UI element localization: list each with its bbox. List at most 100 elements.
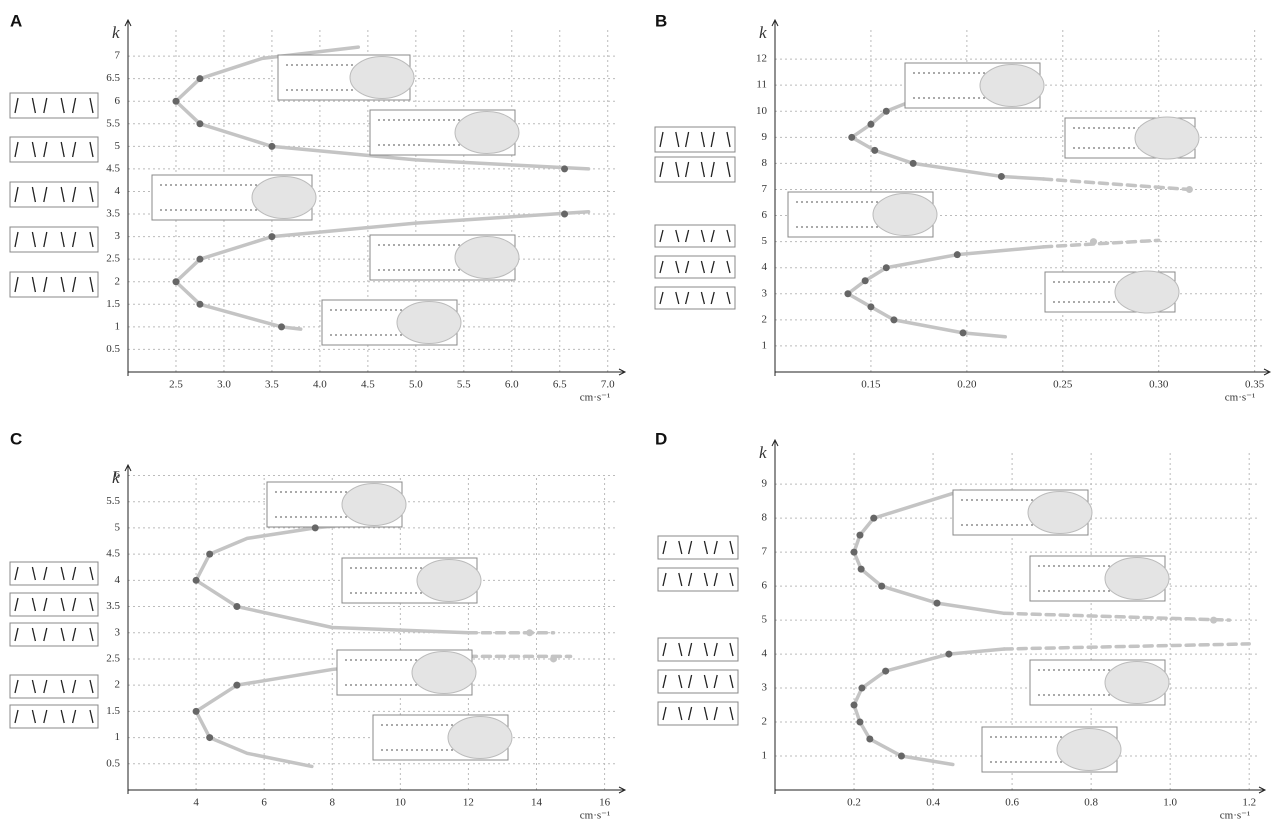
x-tick-label: 4 [193, 797, 199, 809]
y-tick-label: 12 [756, 53, 767, 65]
y-tick-label: 3 [762, 287, 768, 299]
panel-label: B [655, 11, 667, 30]
y-tick-label: 5 [115, 521, 121, 533]
y-axis [124, 18, 132, 376]
x-tick-label: 1.2 [1242, 797, 1256, 809]
specimen [1104, 557, 1170, 600]
mode-sketch [14, 566, 94, 581]
branch-curve [846, 245, 1046, 339]
x-axis [128, 368, 627, 376]
specimen [1056, 728, 1122, 771]
y-axis [771, 18, 779, 376]
mode-box [657, 567, 739, 592]
specimen [251, 176, 317, 219]
data-point [882, 667, 890, 675]
data-point [172, 97, 180, 105]
specimen [416, 559, 482, 602]
y-axis [771, 438, 779, 794]
x-tick-label: 0.30 [1149, 379, 1169, 391]
x-tick-label: 3.5 [265, 379, 279, 391]
mode-sketch [14, 597, 94, 612]
y-axis-label: k [759, 23, 767, 42]
specimen [454, 236, 520, 279]
mode-sketch [14, 709, 94, 724]
mode-sketch [659, 229, 731, 243]
data-point [890, 316, 898, 324]
y-tick-label: 1 [115, 320, 121, 332]
mode-box [657, 669, 739, 694]
x-axis [775, 786, 1267, 794]
data-point [196, 300, 204, 308]
x-tick-label: 4.5 [361, 379, 375, 391]
y-tick-label: 2 [115, 679, 121, 691]
specimen [1114, 270, 1180, 314]
panel-label: A [10, 11, 22, 30]
mode-box [657, 701, 739, 726]
data-point [909, 159, 917, 167]
pale-point [1185, 185, 1193, 193]
mode-box [9, 136, 99, 163]
data-point [878, 582, 886, 590]
mode-sketch [662, 642, 734, 657]
y-tick-label: 0.5 [106, 343, 120, 355]
y-tick-label: 5 [115, 140, 121, 152]
data-point [561, 165, 569, 173]
mode-sketch [14, 97, 94, 114]
data-point [278, 323, 286, 331]
mode-box [9, 561, 99, 586]
y-tick-label: 4 [762, 648, 768, 660]
pale-point [550, 655, 558, 663]
y-tick-label: 6.5 [106, 72, 120, 84]
x-tick-label: 4.0 [313, 379, 327, 391]
mode-sketch [14, 186, 94, 203]
data-point [196, 120, 204, 128]
y-tick-label: 2.5 [106, 253, 120, 265]
data-point [844, 290, 852, 298]
data-point [867, 303, 875, 311]
y-tick-label: 5.5 [106, 495, 120, 507]
mode-sketch [14, 679, 94, 694]
x-tick-label: 3.0 [217, 379, 231, 391]
data-point [196, 75, 204, 83]
data-point [850, 548, 858, 556]
specimen [979, 64, 1045, 107]
data-point [867, 120, 875, 128]
mode-box [9, 704, 99, 729]
y-tick-label: 4 [762, 261, 768, 273]
x-tick-label: 6.0 [505, 379, 519, 391]
specimen [396, 301, 462, 344]
y-tick-label: 1 [762, 750, 768, 762]
data-point [882, 107, 890, 115]
x-tick-label: 7.0 [601, 379, 615, 391]
data-point [857, 565, 865, 573]
data-point [933, 599, 941, 607]
y-tick-label: 6 [115, 95, 121, 107]
data-point [997, 172, 1005, 180]
y-tick-label: 6 [762, 580, 768, 592]
y-tick-label: 3.5 [106, 600, 120, 612]
mode-sketch [662, 572, 734, 587]
data-point [848, 133, 856, 141]
x-tick-label: 16 [599, 797, 611, 809]
mode-box [9, 271, 99, 298]
x-tick-label: 1.0 [1163, 797, 1177, 809]
y-tick-label: 5 [762, 235, 768, 247]
y-tick-label: 1 [762, 339, 768, 351]
specimen [1027, 491, 1093, 534]
data-point [897, 752, 905, 760]
mode-sketch [659, 260, 731, 274]
branch-curve [174, 45, 591, 171]
data-point [311, 524, 319, 532]
data-point [196, 255, 204, 263]
y-tick-label: 8 [762, 157, 768, 169]
y-tick-label: 5 [762, 614, 768, 626]
x-axis-label: cm·s⁻¹ [580, 392, 611, 404]
mode-box [9, 622, 99, 647]
branch-curve [1041, 177, 1192, 192]
specimen [872, 193, 938, 236]
mode-box [9, 226, 99, 253]
data-point [882, 264, 890, 272]
mode-sketch [14, 276, 94, 293]
y-tick-label: 2.5 [106, 652, 120, 664]
x-tick-label: 2.5 [169, 379, 183, 391]
